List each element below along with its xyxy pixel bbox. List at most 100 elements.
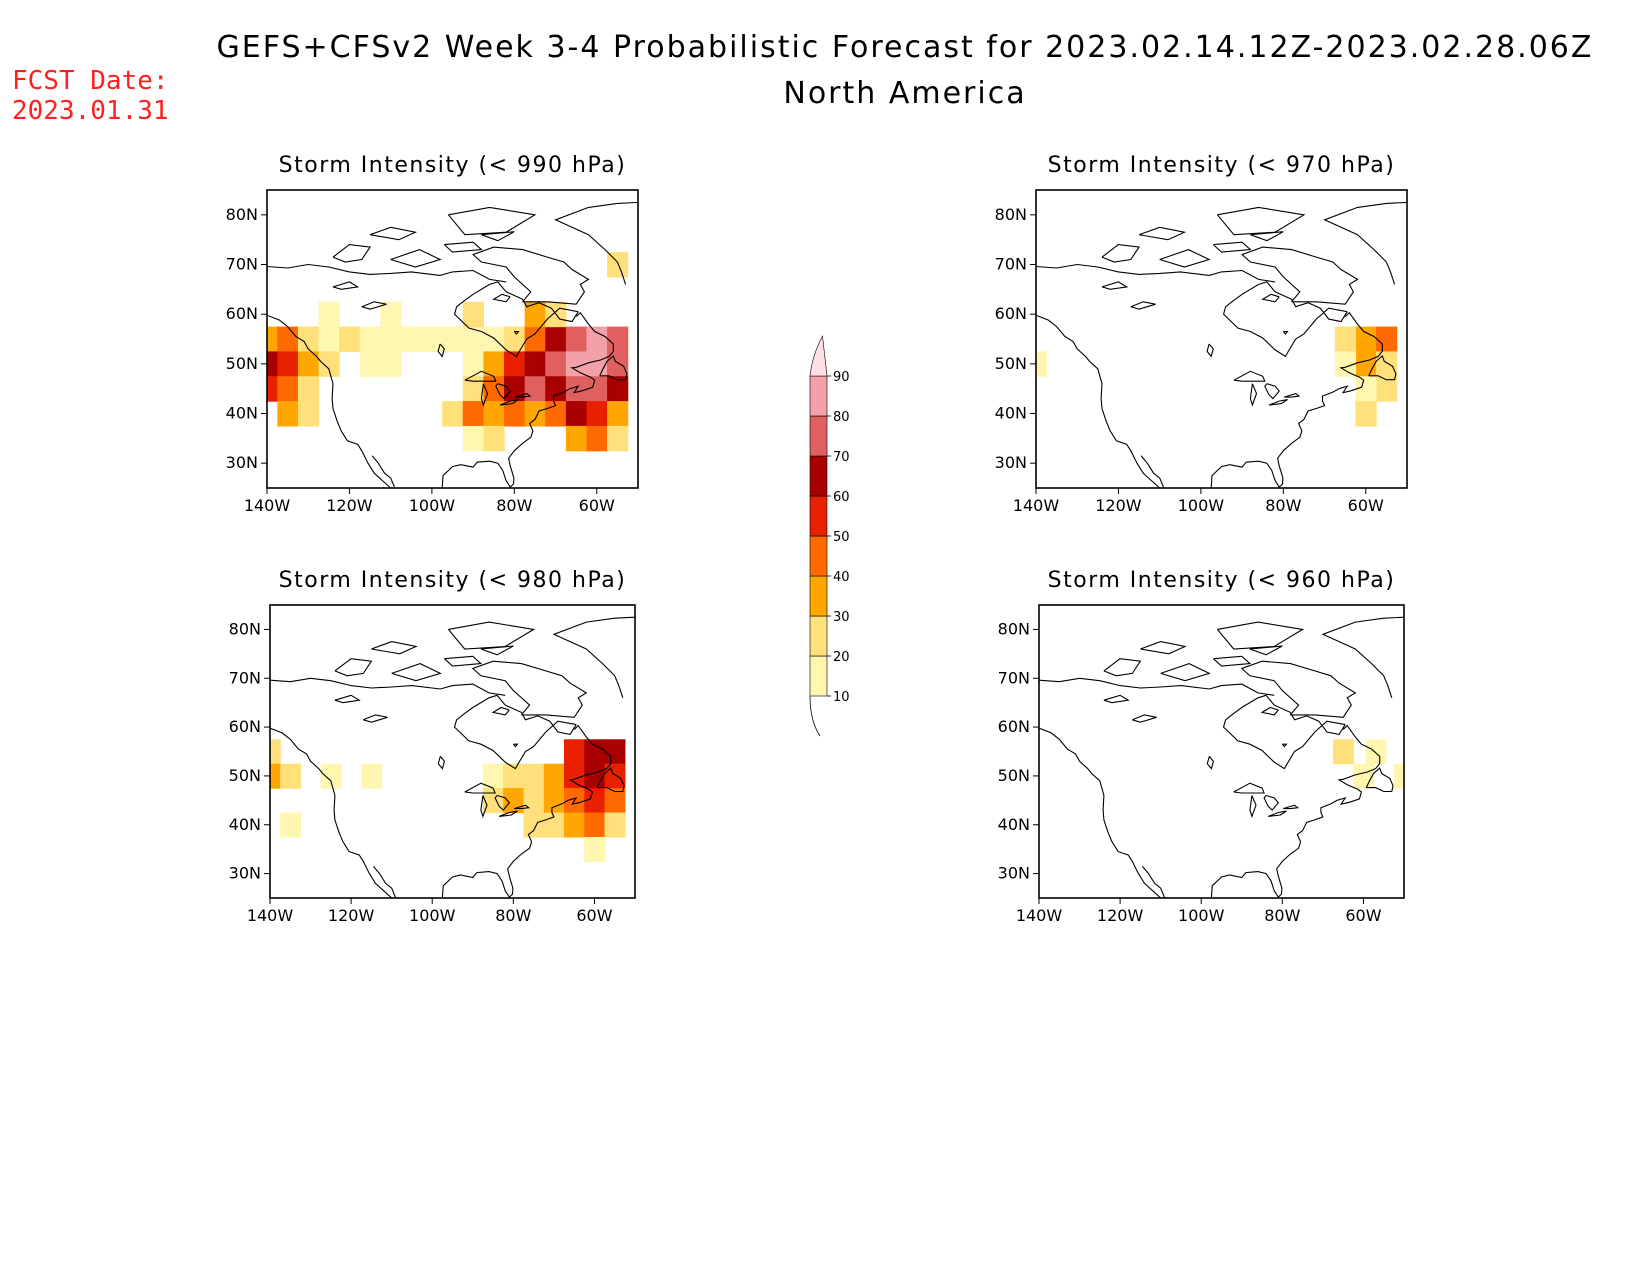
probability-shading: [267, 252, 629, 452]
probability-cell: [604, 788, 626, 814]
lat-tick-label: 80N: [998, 619, 1030, 638]
probability-cell: [400, 326, 423, 353]
coastline-segment: [270, 677, 506, 696]
probability-cell: [1376, 326, 1398, 353]
coastline-segment: [1206, 343, 1214, 358]
probability-cell: [586, 425, 608, 452]
probability-cell: [280, 763, 302, 789]
probability-cell: [504, 351, 526, 377]
coastline-segment: [334, 694, 361, 704]
coastline-segment: [1261, 293, 1280, 303]
probability-cell: [584, 763, 606, 789]
coastline-segment: [1264, 383, 1280, 400]
coastline-segment: [1140, 455, 1165, 488]
lon-tick-label: 80W: [496, 496, 532, 515]
coastline-segment: [554, 201, 638, 285]
colorbar-segment: [809, 495, 828, 537]
probability-cell: [607, 252, 629, 278]
probability-cell: [524, 351, 546, 377]
probability-cell: [361, 763, 383, 789]
probability-cell: [1355, 401, 1377, 427]
coastline-segment: [1281, 743, 1288, 748]
coastline-segment: [1263, 794, 1280, 811]
coastline-segment: [1233, 782, 1265, 794]
probability-cell: [270, 763, 281, 789]
lon-tick-label: 140W: [1013, 496, 1060, 515]
coastline-segment: [444, 655, 483, 667]
probability-cell: [462, 301, 485, 328]
probability-cell: [607, 326, 629, 353]
probability-cell: [584, 739, 606, 765]
map-frame: [1038, 604, 1405, 899]
coastline-segment: [1036, 263, 1276, 283]
colorbar-segment: [809, 575, 828, 617]
probability-cell: [267, 351, 278, 377]
probability-cell: [586, 351, 608, 377]
probability-cell: [523, 788, 545, 814]
coastline-segment: [267, 314, 392, 488]
probability-cell: [462, 425, 485, 452]
probability-cell: [483, 326, 505, 353]
map-frame: [1035, 189, 1408, 489]
coastline-segment: [267, 263, 507, 283]
coastline-segment: [471, 660, 588, 718]
probability-cell: [380, 301, 402, 328]
coastline-segment: [472, 246, 590, 305]
lon-tick-label: 100W: [1178, 496, 1225, 515]
coastline-segment: [371, 455, 396, 488]
coastline-segment: [599, 354, 628, 381]
coastline-segment: [369, 226, 418, 241]
fcst-date-label: FCST Date:: [12, 66, 169, 96]
colorbar-label: 80: [833, 410, 850, 425]
probability-cell: [462, 326, 485, 353]
coastline-segment: [1210, 724, 1381, 898]
probability-cell: [297, 326, 320, 353]
probability-cell: [1334, 326, 1357, 353]
lon-tick-label: 80W: [1264, 906, 1300, 925]
probability-cell: [482, 763, 504, 789]
lat-tick-label: 30N: [226, 453, 258, 472]
probability-cell: [339, 326, 361, 353]
coastline-segment: [513, 330, 520, 335]
lat-tick-label: 70N: [995, 255, 1027, 274]
lat-tick-label: 70N: [226, 255, 258, 274]
coastline-segment: [437, 756, 446, 770]
probability-cell: [280, 812, 302, 838]
map-panel-p980: Storm Intensity (< 980 hPa) 80N 70N 60N 50N 4…: [229, 568, 636, 925]
probability-cell: [503, 763, 525, 789]
coastline-segment: [1368, 354, 1397, 381]
probability-cell: [504, 376, 526, 402]
coastline-segment: [1103, 694, 1130, 704]
coastline-segment: [1282, 330, 1289, 335]
probability-cell: [524, 401, 546, 427]
panel-title: Storm Intensity (< 980 hPa): [279, 568, 627, 593]
colorbar-label: 60: [833, 490, 850, 505]
coastline-segment: [1249, 383, 1258, 407]
probability-cell: [421, 326, 443, 353]
coastline-segment: [1365, 767, 1394, 793]
lon-tick-label: 60W: [579, 496, 615, 515]
coastline-segment: [1101, 244, 1141, 263]
lat-tick-label: 40N: [226, 404, 258, 423]
probability-cell: [277, 376, 299, 402]
lat-tick-label: 50N: [995, 354, 1027, 373]
probability-cell: [586, 326, 608, 353]
probability-cell: [1376, 351, 1398, 377]
probability-cell: [584, 836, 606, 862]
lat-tick-label: 30N: [995, 453, 1027, 472]
coastline-segment: [495, 383, 511, 400]
coastline-segment: [515, 392, 532, 398]
coastline-segment: [1282, 804, 1300, 810]
lon-tick-label: 60W: [576, 906, 612, 925]
coastline-segment: [332, 244, 372, 263]
coastline-segment: [1267, 810, 1287, 817]
colorbar-label: 50: [833, 530, 850, 545]
coastline-segment: [1141, 865, 1166, 898]
probability-cell: [504, 401, 526, 427]
coastline-segment: [464, 370, 497, 382]
lat-tick-label: 40N: [995, 404, 1027, 423]
coastline: [270, 616, 635, 898]
colorbar-segment: [809, 415, 828, 457]
coastline-segment: [1249, 645, 1283, 656]
